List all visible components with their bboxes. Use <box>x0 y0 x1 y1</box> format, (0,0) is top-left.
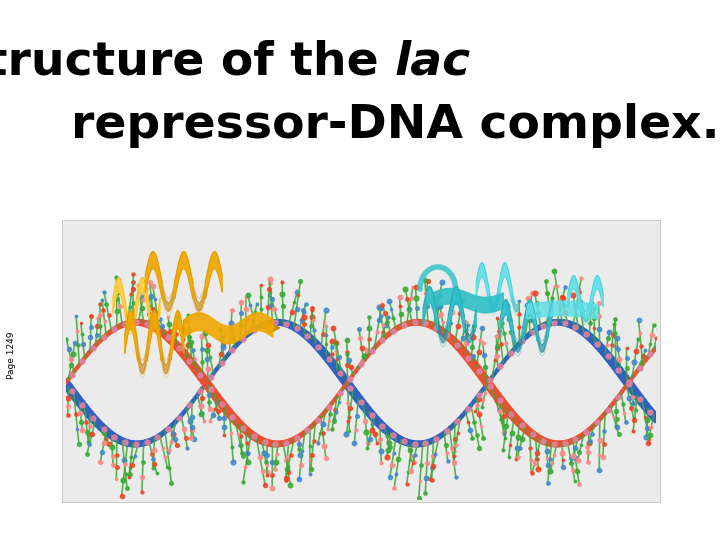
Text: repressor-DNA complex.: repressor-DNA complex. <box>71 103 719 147</box>
Text: Page 1249: Page 1249 <box>7 331 17 379</box>
Text: NMR structure of the: NMR structure of the <box>0 39 395 84</box>
Bar <box>62 220 660 502</box>
Text: lac: lac <box>395 39 471 84</box>
